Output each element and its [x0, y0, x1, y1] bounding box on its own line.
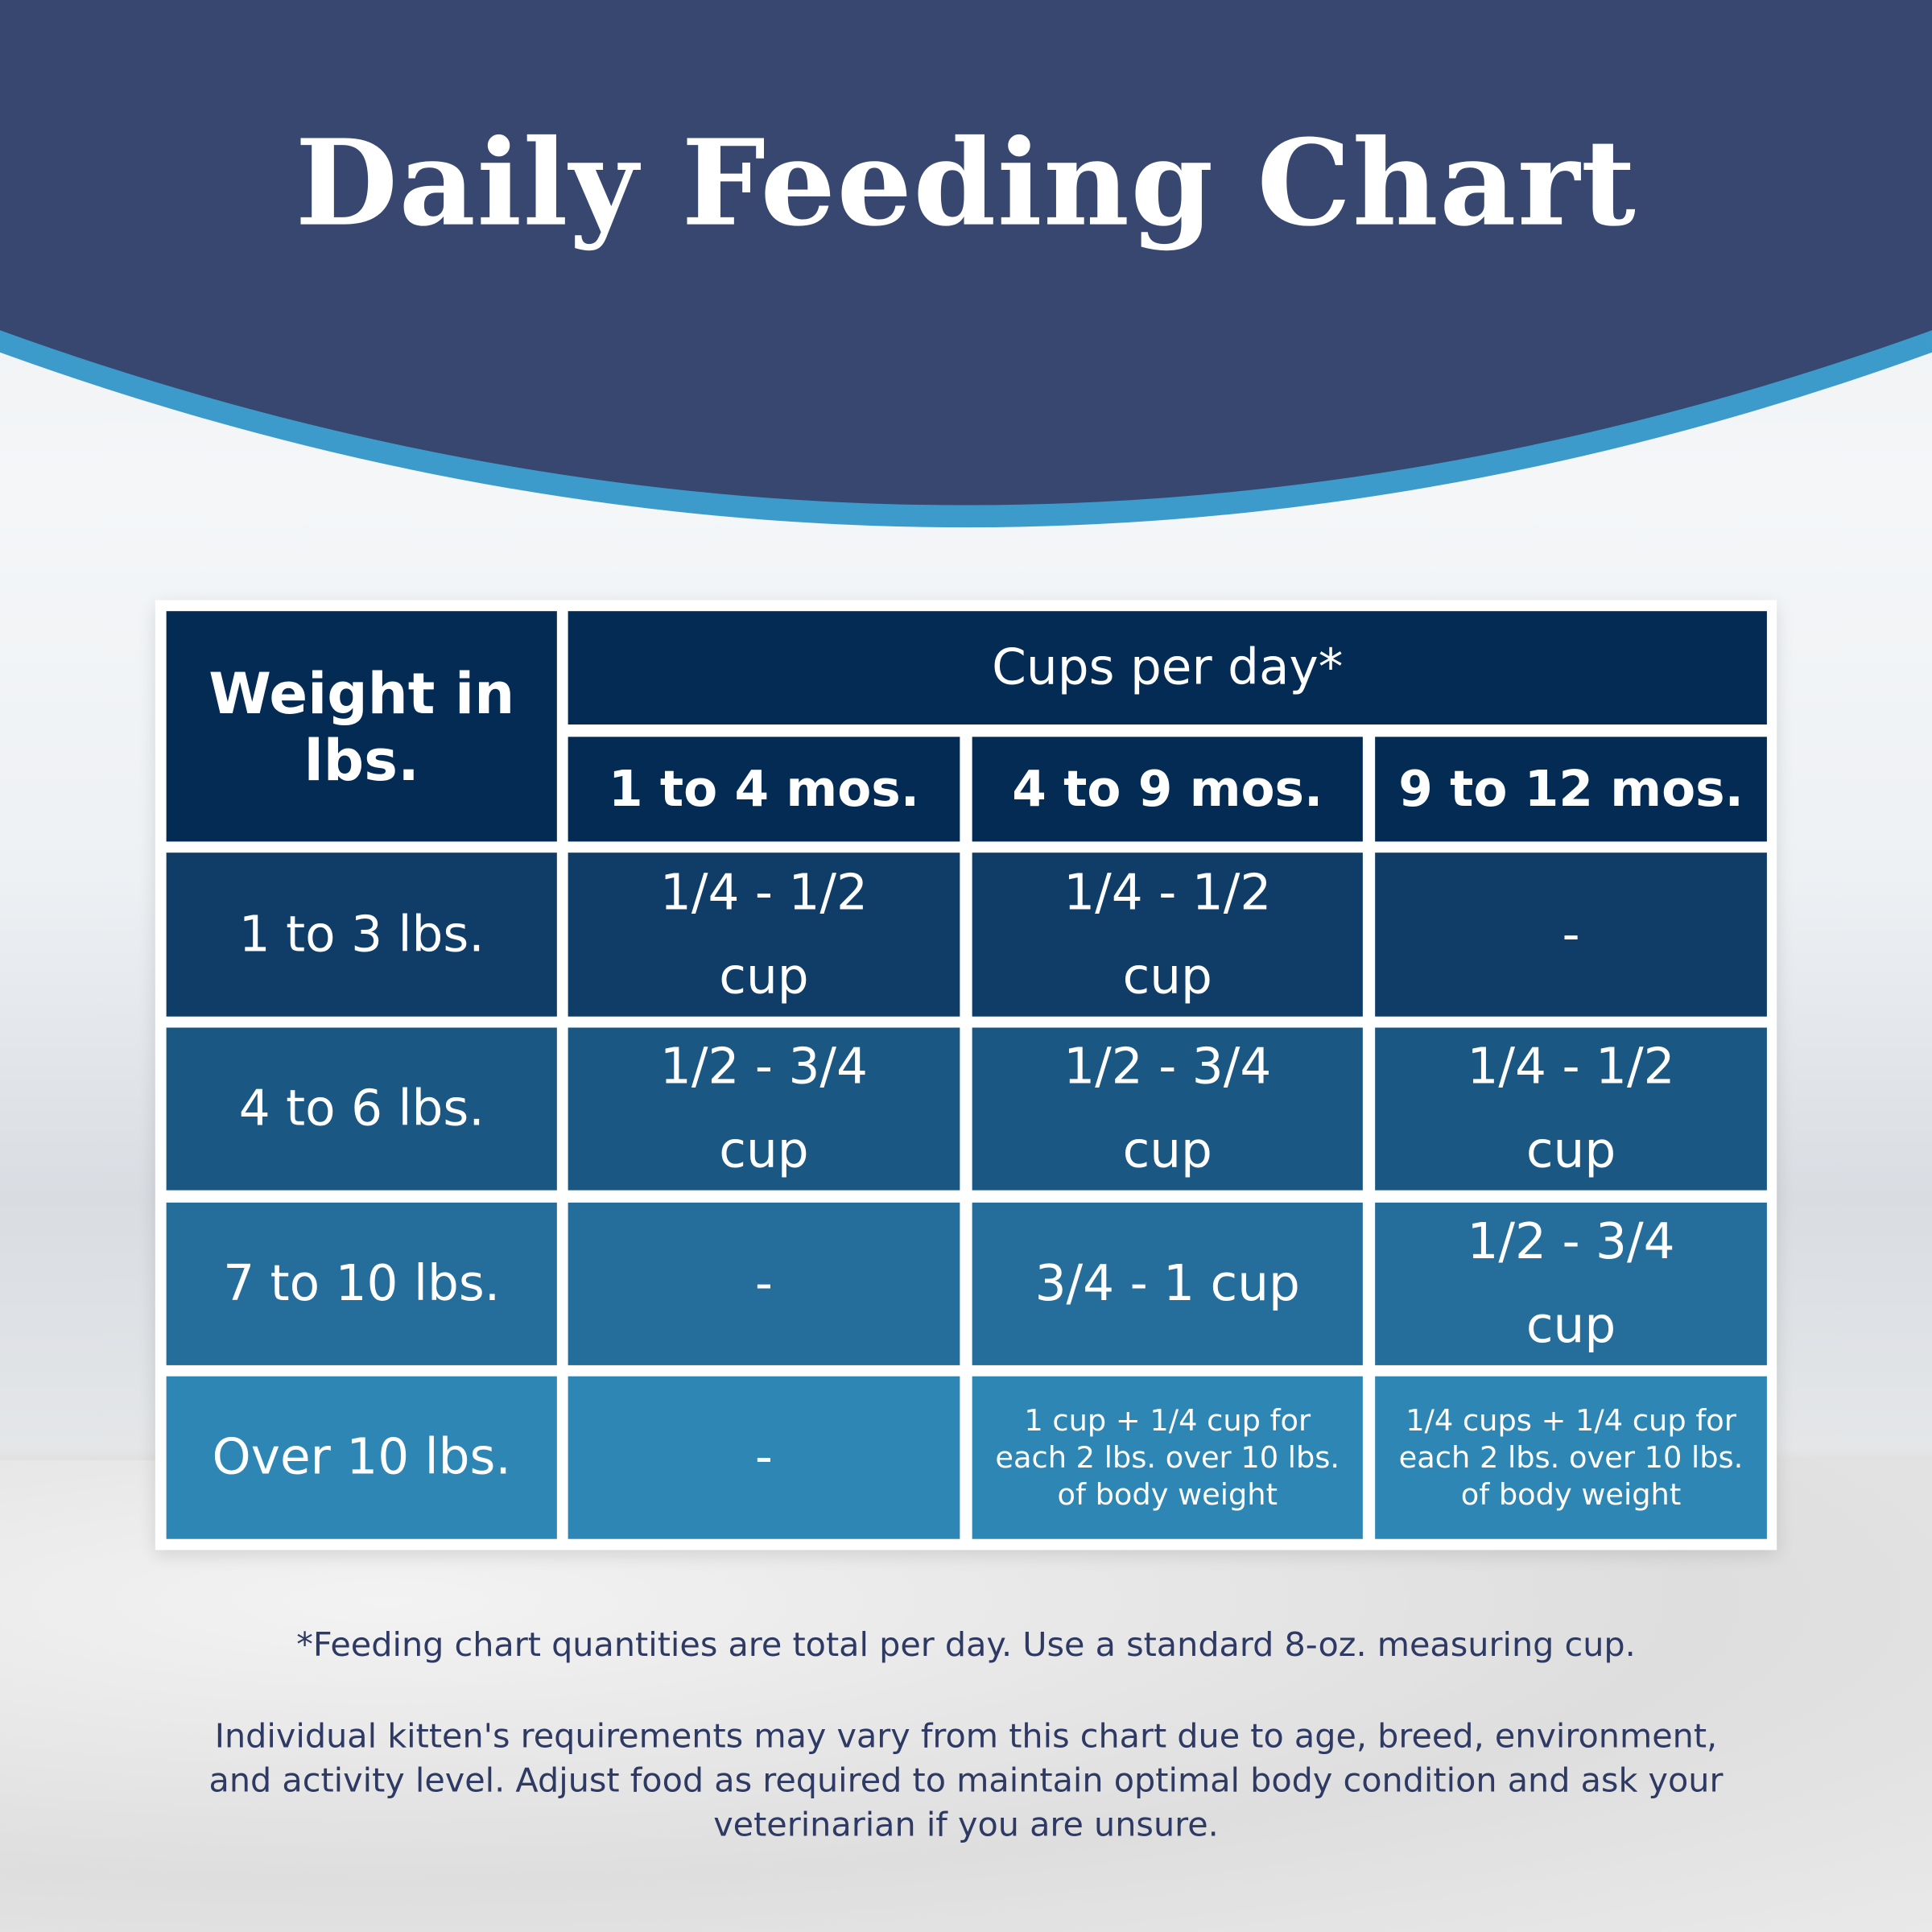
table-cell-text: 1 cup + 1/4 cup for each 2 lbs. over 10 …: [995, 1403, 1340, 1513]
row-header-text: Over 10 lbs.: [212, 1429, 511, 1486]
row-header: 7 to 10 lbs.: [166, 1202, 557, 1365]
column-header-text: 4 to 9 mos.: [1012, 761, 1323, 818]
table-cell: 1/4 - 1/2 cup: [972, 852, 1363, 1017]
row-header-text: 1 to 3 lbs.: [238, 906, 485, 964]
column-header: 9 to 12 mos.: [1375, 737, 1767, 842]
table-cell: 3/4 - 1 cup: [972, 1202, 1363, 1365]
table-cell-text: 1/4 - 1/2 cup: [1467, 1038, 1675, 1179]
row-header-text: 4 to 6 lbs.: [238, 1080, 485, 1137]
column-header-text: 1 to 4 mos.: [608, 761, 920, 818]
table-cell-text: 1/4 - 1/2 cup: [1063, 864, 1272, 1005]
table-cell: 1 cup + 1/4 cup for each 2 lbs. over 10 …: [972, 1376, 1363, 1539]
row-header: 1 to 3 lbs.: [166, 852, 557, 1017]
row-header: 4 to 6 lbs.: [166, 1027, 557, 1191]
table-cell-text: 1/4 cups + 1/4 cup for each 2 lbs. over …: [1398, 1403, 1744, 1513]
table-cell-text: 1/2 - 3/4 cup: [659, 1038, 869, 1179]
table-cell-text: -: [754, 1429, 774, 1486]
table-cell-text: 1/2 - 3/4 cup: [1063, 1038, 1272, 1179]
table-cell-text: -: [754, 1255, 774, 1313]
group-header: Cups per day*: [568, 611, 1767, 724]
footnote: *Feeding chart quantities are total per …: [296, 1626, 1636, 1665]
table-cell: 1/4 - 1/2 cup: [1375, 1027, 1767, 1191]
corner-header: Weight in lbs.: [166, 611, 557, 842]
table-cell: 1/2 - 3/4 cup: [568, 1027, 960, 1191]
banner: [0, 0, 1932, 528]
banner-fill: [0, 0, 1932, 506]
table-cell-text: 3/4 - 1 cup: [1034, 1255, 1300, 1313]
title: Daily Feeding Chart: [295, 113, 1637, 253]
table-cell: -: [1375, 852, 1767, 1017]
row-header: Over 10 lbs.: [166, 1376, 557, 1539]
corner-header-text: Weight in lbs.: [208, 659, 515, 793]
footnote: Individual kitten's requirements may var…: [208, 1717, 1724, 1845]
column-header: 1 to 4 mos.: [568, 737, 960, 842]
table-cell: 1/2 - 3/4 cup: [1375, 1202, 1767, 1365]
table-cell: -: [568, 1202, 960, 1365]
table-cell: -: [568, 1376, 960, 1539]
table-cell-text: 1/2 - 3/4 cup: [1467, 1213, 1675, 1355]
column-header: 4 to 9 mos.: [972, 737, 1363, 842]
table-cell-text: 1/4 - 1/2 cup: [659, 864, 869, 1005]
table-cell: 1/4 - 1/2 cup: [568, 852, 960, 1017]
row-header-text: 7 to 10 lbs.: [223, 1255, 501, 1313]
table-cell: 1/2 - 3/4 cup: [972, 1027, 1363, 1191]
column-header-text: 9 to 12 mos.: [1398, 761, 1744, 818]
table-cell-text: -: [1562, 906, 1580, 964]
feeding-table: Weight in lbs. Cups per day* 1 to 4 mos. 4 …: [155, 600, 1777, 1550]
table-cell: 1/4 cups + 1/4 cup for each 2 lbs. over …: [1375, 1376, 1767, 1539]
group-header-text: Cups per day*: [992, 639, 1344, 696]
